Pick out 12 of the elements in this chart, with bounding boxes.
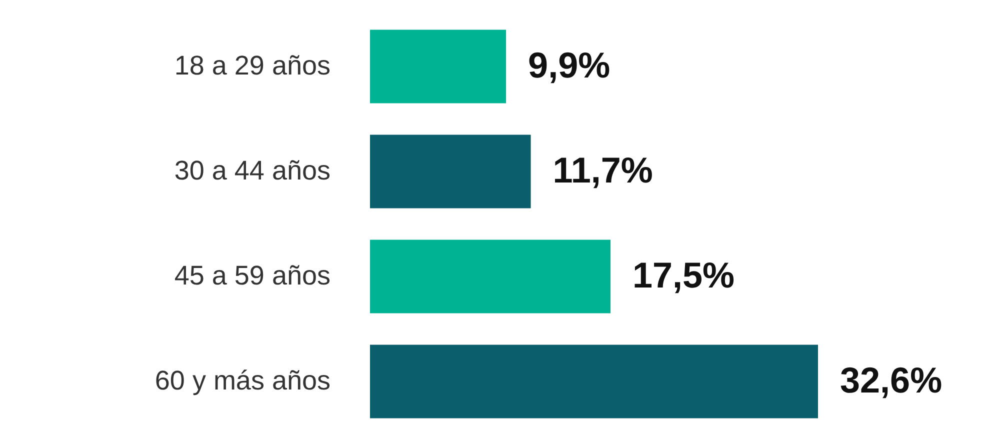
y-tick-label: 30 a 44 años [174, 156, 330, 186]
y-tick-label: 60 y más años [154, 366, 330, 396]
y-tick-label: 45 a 59 años [174, 260, 330, 290]
bar [370, 344, 818, 418]
bar [370, 134, 531, 208]
data-label: 11,7% [552, 150, 653, 190]
data-label: 9,9% [528, 44, 610, 86]
data-label: 17,5% [632, 254, 735, 296]
bar [370, 240, 610, 314]
bar [370, 30, 506, 104]
y-tick-label: 18 a 29 años [174, 50, 330, 80]
data-label: 32,6% [840, 360, 942, 400]
